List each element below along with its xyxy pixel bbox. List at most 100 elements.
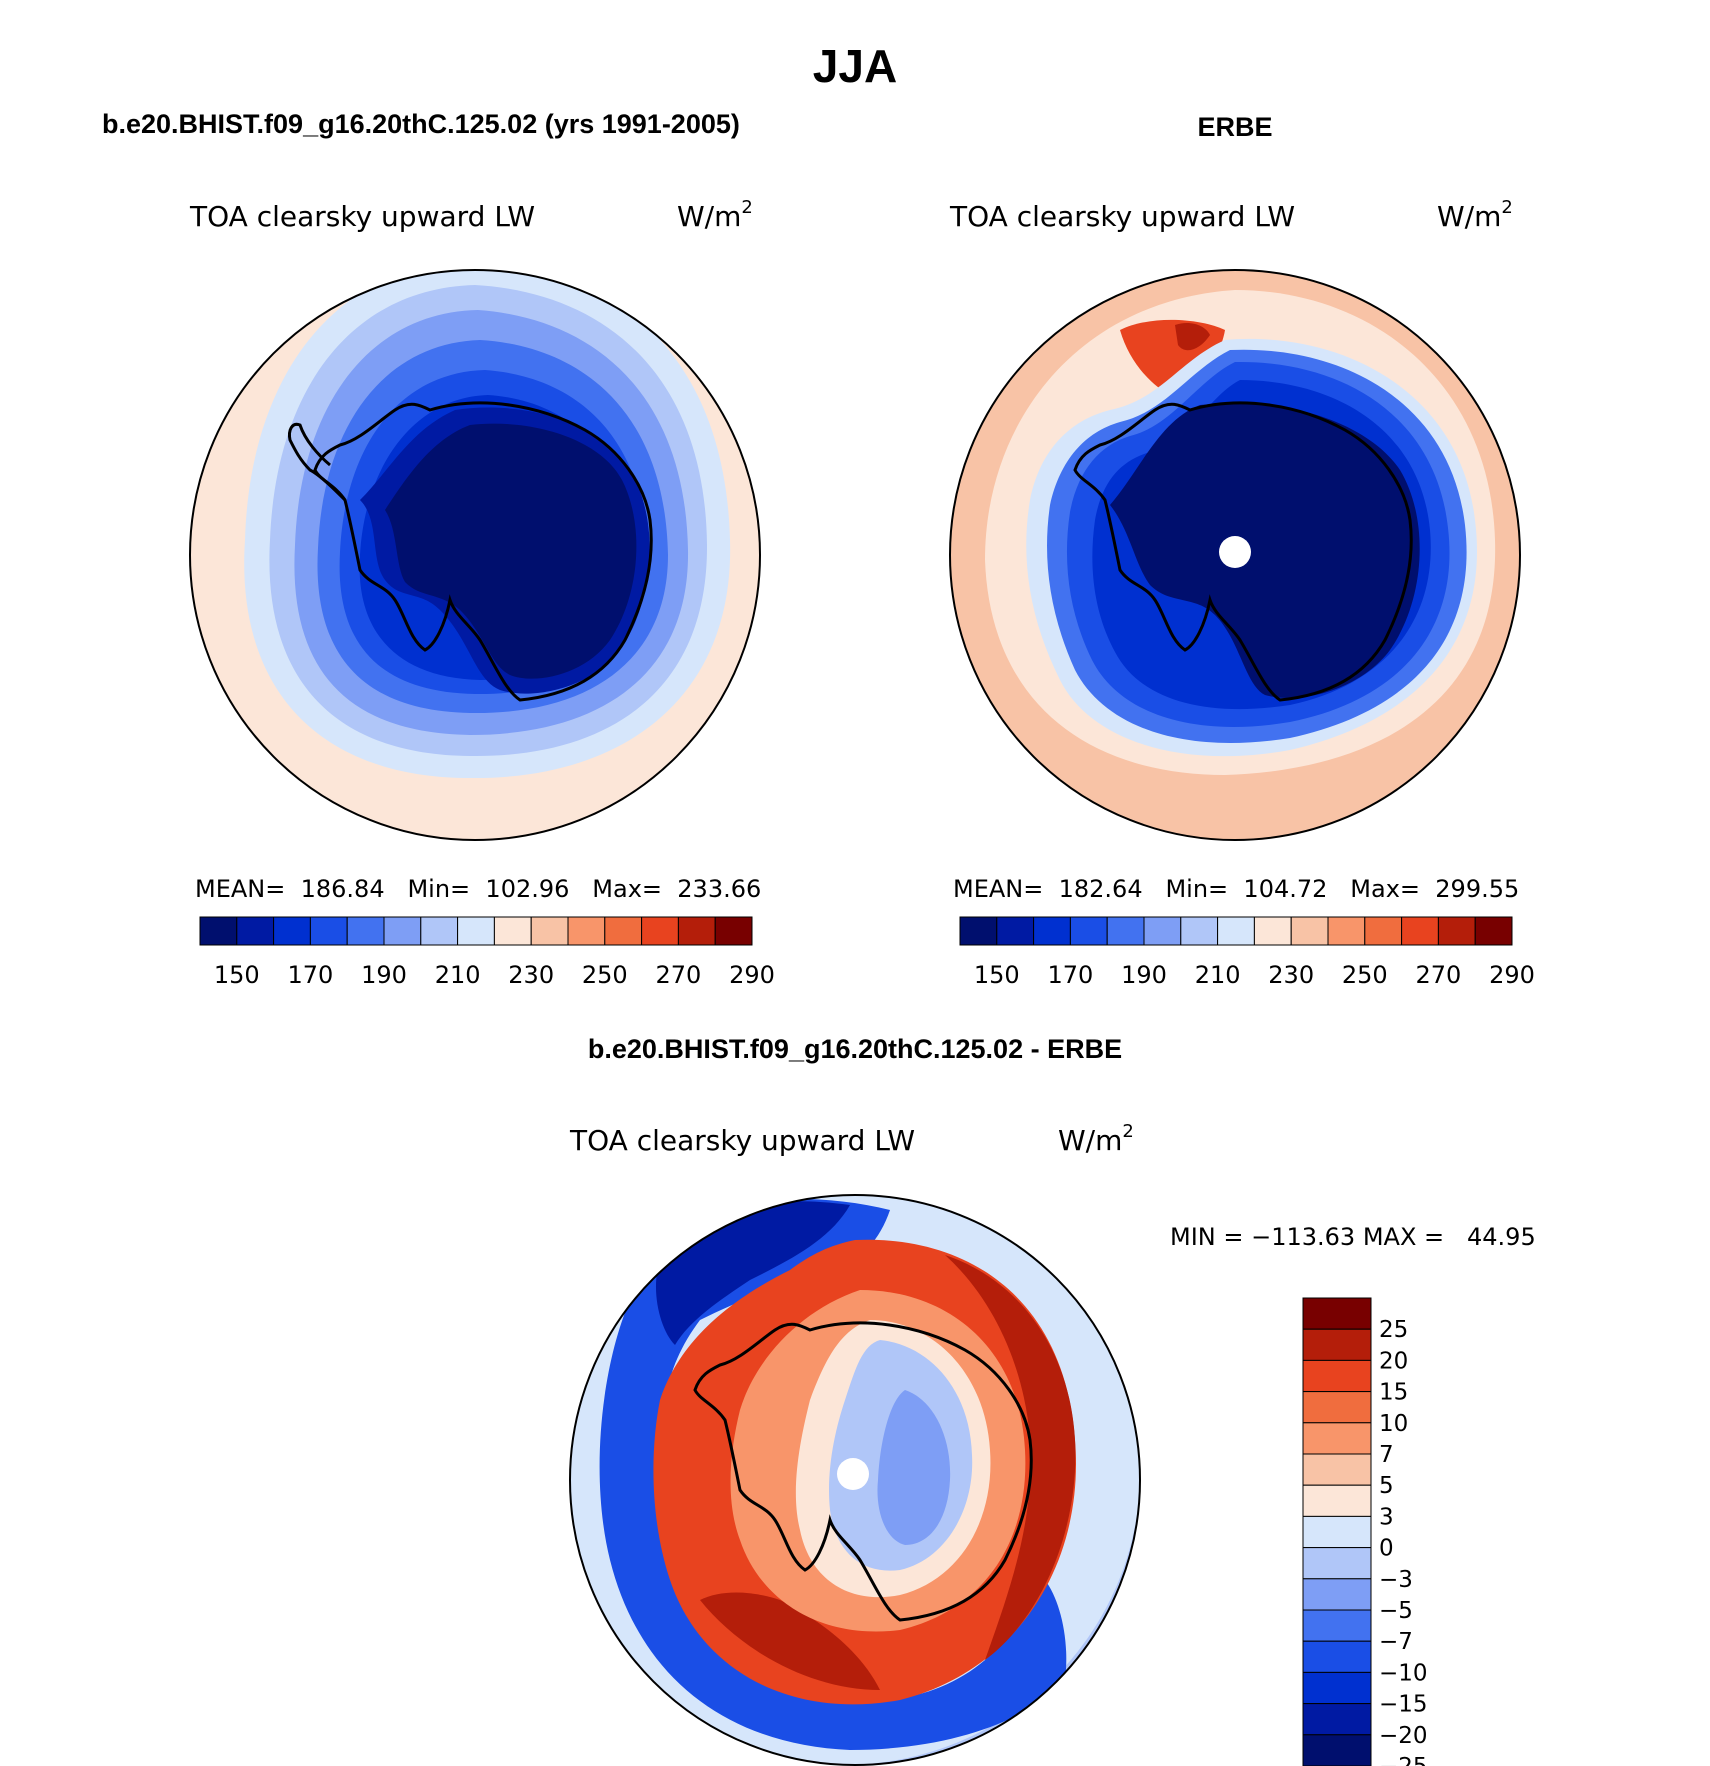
diff-colorbar-swatch bbox=[1302, 1609, 1372, 1642]
panel-obs-stats: MEAN= 182.64 Min= 104.72 Max= 299.55 bbox=[953, 875, 1519, 903]
model-colorbar-tick-label: 150 bbox=[214, 961, 260, 989]
obs-colorbar-swatch bbox=[1401, 916, 1439, 946]
obs-colorbar-swatch bbox=[959, 916, 998, 946]
model-colorbar-swatch bbox=[714, 916, 753, 946]
diff-colorbar-swatch bbox=[1302, 1640, 1372, 1673]
pole-hole-diff bbox=[837, 1458, 869, 1490]
diff-colorbar-label: 10 bbox=[1379, 1411, 1408, 1437]
model-colorbar-swatch bbox=[457, 916, 495, 946]
model-coastline bbox=[313, 401, 653, 702]
diff-colorbar-label: −20 bbox=[1379, 1723, 1428, 1749]
obs-colorbar-swatch bbox=[1033, 916, 1071, 946]
model-colorbar-tick-label: 270 bbox=[655, 961, 701, 989]
model-colorbar-tick-label: 170 bbox=[287, 961, 333, 989]
obs-colorbar-tick-label: 150 bbox=[974, 961, 1020, 989]
panel-obs-map bbox=[950, 270, 1520, 840]
model-colorbar-swatch bbox=[199, 916, 238, 946]
diff-colorbar-swatch bbox=[1302, 1391, 1372, 1424]
panel-obs-frame bbox=[949, 269, 1521, 841]
diff-colorbar-label: 25 bbox=[1379, 1317, 1408, 1343]
model-colorbar-swatch bbox=[677, 916, 716, 946]
panel-obs-header: ERBE bbox=[1197, 112, 1272, 142]
model-colorbar-swatch bbox=[641, 916, 679, 946]
obs-colorbar-swatch bbox=[1069, 916, 1108, 946]
model-colorbar-swatch bbox=[604, 916, 643, 946]
obs-colorbar-swatch bbox=[1253, 916, 1292, 946]
diff-colorbar-swatch bbox=[1302, 1547, 1372, 1580]
model-colorbar-tick-label: 190 bbox=[361, 961, 407, 989]
panel-model-colorbar: 150 170 190 210 230 250 270 290 bbox=[199, 916, 775, 989]
diff-dark-red-south bbox=[700, 1592, 880, 1690]
panel-obs-variable: TOA clearsky upward LW bbox=[949, 200, 1295, 233]
obs-colorbar-tick-label: 170 bbox=[1047, 961, 1093, 989]
obs-colorbar-tick-label: 290 bbox=[1489, 961, 1535, 989]
diff-colorbar-label: 15 bbox=[1379, 1380, 1408, 1406]
diff-coastline bbox=[693, 1321, 1033, 1622]
obs-colorbar-swatch bbox=[1290, 916, 1329, 946]
pole-hole-obs bbox=[1219, 536, 1251, 568]
model-colorbar-swatch bbox=[567, 916, 606, 946]
panel-diff-frame bbox=[569, 1194, 1141, 1766]
diff-blue-center-2 bbox=[877, 1390, 951, 1545]
model-colorbar-swatch bbox=[236, 916, 275, 946]
obs-colorbar-swatch bbox=[1106, 916, 1145, 946]
panel-diff: b.e20.BHIST.f09_g16.20thC.125.02 - ERBE … bbox=[569, 1034, 1536, 1766]
obs-colorbar-swatch bbox=[996, 916, 1035, 946]
diff-colorbar-swatch bbox=[1302, 1422, 1372, 1455]
model-colorbar-tick-label: 250 bbox=[582, 961, 628, 989]
obs-coastline bbox=[1073, 401, 1413, 702]
panel-diff-stats: MIN = −113.63 MAX = 44.95 bbox=[1170, 1223, 1536, 1251]
model-colorbar-swatch bbox=[493, 916, 532, 946]
model-colorbar-swatch bbox=[383, 916, 422, 946]
diff-colorbar-swatch bbox=[1302, 1703, 1372, 1736]
diff-colorbar-swatch bbox=[1302, 1328, 1372, 1361]
model-colorbar-tick-label: 230 bbox=[508, 961, 554, 989]
panel-diff-variable: TOA clearsky upward LW bbox=[569, 1124, 915, 1157]
obs-colorbar-tick-label: 210 bbox=[1195, 961, 1241, 989]
diff-colorbar-swatch bbox=[1302, 1453, 1372, 1486]
diff-colorbar-swatch bbox=[1302, 1359, 1372, 1393]
obs-warm-patch-2 bbox=[1175, 323, 1210, 351]
obs-colorbar-tick-label: 250 bbox=[1342, 961, 1388, 989]
model-antarctica-core bbox=[385, 423, 637, 679]
panel-diff-colorbar: 25 20 15 10 7 5 3 0 −3 −5 −7 −10 −15 −20 −25 bbox=[1302, 1297, 1428, 1766]
model-colorbar-tick-label: 290 bbox=[729, 961, 775, 989]
panel-model-units: W/m2 bbox=[677, 197, 753, 233]
model-colorbar-tick-label: 210 bbox=[435, 961, 481, 989]
obs-colorbar-swatch bbox=[1437, 916, 1476, 946]
model-colorbar-swatch bbox=[530, 916, 569, 946]
diff-colorbar-label: −3 bbox=[1379, 1567, 1413, 1593]
model-peninsula bbox=[288, 422, 347, 502]
panel-obs-colorbar: 150 170 190 210 230 250 270 290 bbox=[959, 916, 1535, 989]
panel-model-variable: TOA clearsky upward LW bbox=[189, 200, 535, 233]
panel-diff-units: W/m2 bbox=[1058, 1121, 1134, 1157]
panel-model-map bbox=[190, 270, 760, 840]
obs-colorbar-swatch bbox=[1143, 916, 1182, 946]
obs-colorbar-tick-label: 270 bbox=[1415, 961, 1461, 989]
panel-diff-map bbox=[570, 1195, 1140, 1765]
diff-colorbar-swatch bbox=[1302, 1734, 1372, 1766]
model-colorbar-swatch bbox=[309, 916, 348, 946]
diff-colorbar-label: 5 bbox=[1379, 1473, 1394, 1499]
panel-obs-units: W/m2 bbox=[1437, 197, 1513, 233]
obs-colorbar-swatch bbox=[1474, 916, 1513, 946]
obs-colorbar-tick-label: 190 bbox=[1121, 961, 1167, 989]
diff-colorbar-label: 20 bbox=[1379, 1348, 1408, 1374]
diff-colorbar-swatch bbox=[1302, 1484, 1372, 1517]
diff-dark-red-east bbox=[945, 1255, 1076, 1660]
diff-colorbar-label: 3 bbox=[1379, 1504, 1394, 1530]
diff-colorbar-swatch bbox=[1302, 1671, 1372, 1705]
diff-colorbar-swatch bbox=[1302, 1578, 1372, 1611]
panel-model-frame bbox=[189, 269, 761, 841]
panel-model: b.e20.BHIST.f09_g16.20thC.125.02 (yrs 19… bbox=[102, 109, 775, 989]
obs-colorbar-swatch bbox=[1364, 916, 1403, 946]
model-colorbar-swatch bbox=[346, 916, 385, 946]
panel-model-header: b.e20.BHIST.f09_g16.20thC.125.02 (yrs 19… bbox=[102, 109, 740, 139]
obs-colorbar-swatch bbox=[1327, 916, 1366, 946]
diff-colorbar-label: −10 bbox=[1379, 1660, 1428, 1686]
panel-obs: ERBE TOA clearsky upward LW W/m2 MEAN= 1… bbox=[949, 112, 1535, 989]
obs-colorbar-swatch bbox=[1217, 916, 1255, 946]
diff-colorbar-swatch bbox=[1302, 1297, 1372, 1330]
panel-diff-header: b.e20.BHIST.f09_g16.20thC.125.02 - ERBE bbox=[588, 1034, 1122, 1064]
diff-colorbar-label: −7 bbox=[1379, 1629, 1413, 1655]
